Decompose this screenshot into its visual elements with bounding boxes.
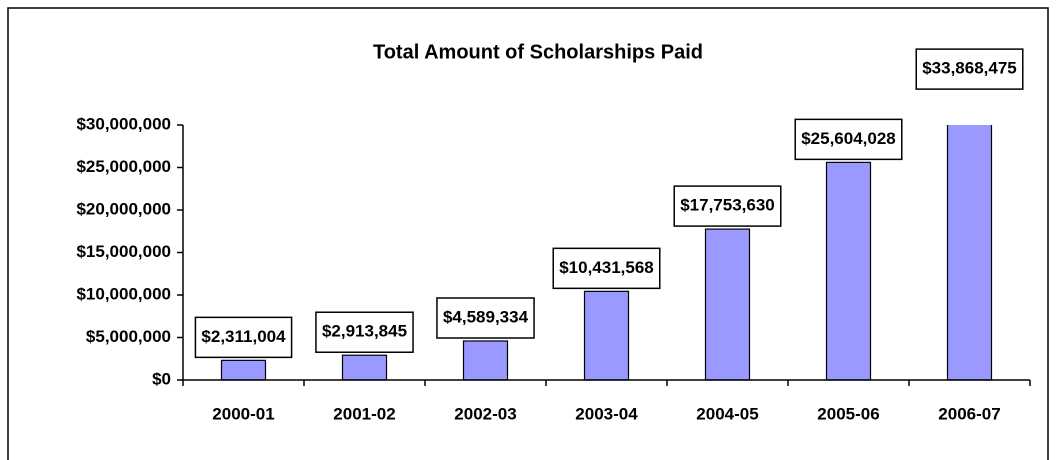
data-label-box	[315, 311, 414, 353]
x-tick-label: 2006-07	[938, 404, 1000, 423]
bars	[220, 125, 993, 381]
x-tick-label: 2001-02	[333, 404, 395, 423]
x-tick-label: 2004-05	[696, 404, 758, 423]
data-label: $2,311,004	[201, 327, 286, 346]
chart-title: Total Amount of Scholarships Paid	[373, 41, 703, 63]
data-label: $2,913,845	[322, 322, 407, 341]
data-label-box	[794, 118, 903, 161]
data-label: $33,868,475	[922, 59, 1017, 78]
data-label-box	[673, 185, 782, 227]
y-tick-label: $0	[152, 369, 171, 388]
data-label-box	[552, 247, 661, 290]
x-tick-label: 2003-04	[575, 404, 638, 423]
data-label-box	[194, 316, 293, 359]
x-tick-label: 2002-03	[454, 404, 516, 423]
bar	[462, 340, 509, 381]
data-label: $4,589,334	[443, 307, 529, 326]
x-tick-label: 2000-01	[212, 404, 274, 423]
chart-frame	[7, 7, 1049, 460]
data-label: $25,604,028	[801, 129, 896, 148]
bar	[220, 359, 267, 381]
bar	[946, 125, 993, 381]
y-tick-label: $20,000,000	[76, 199, 171, 218]
y-tick-label: $30,000,000	[76, 114, 171, 133]
x-tick-label: 2005-06	[817, 404, 879, 423]
bar	[341, 354, 388, 381]
data-label-box	[436, 297, 535, 339]
data-label: $17,753,630	[680, 196, 775, 215]
y-tick-label: $25,000,000	[76, 157, 171, 176]
bar	[583, 290, 630, 381]
y-tick-label: $5,000,000	[86, 327, 171, 346]
data-label-box	[915, 48, 1024, 90]
bar	[704, 228, 751, 381]
data-label: $10,431,568	[559, 258, 654, 277]
bar	[825, 161, 872, 381]
y-tick-label: $15,000,000	[76, 242, 171, 261]
y-tick-label: $10,000,000	[76, 284, 171, 303]
